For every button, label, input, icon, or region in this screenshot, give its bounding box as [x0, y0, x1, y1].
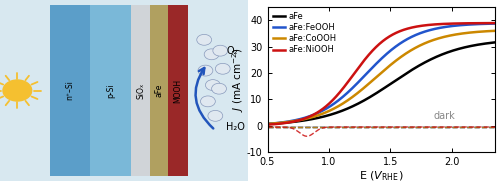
- aFe:CoOOH: [264, 123, 270, 125]
- Bar: [168, 5, 188, 176]
- Circle shape: [198, 65, 213, 76]
- aFe:CoOOH: [437, 37, 443, 39]
- Circle shape: [206, 80, 220, 90]
- Circle shape: [212, 83, 226, 94]
- aFe: [492, 41, 498, 43]
- aFe:NiOOH: [278, 122, 284, 125]
- aFe:FeOOH: [264, 123, 270, 125]
- Text: aFe: aFe: [154, 84, 164, 97]
- Line: aFe:CoOOH: aFe:CoOOH: [268, 31, 495, 124]
- aFe:FeOOH: [492, 22, 498, 25]
- aFe:FeOOH: [460, 24, 466, 26]
- Text: n⁺–Si: n⁺–Si: [66, 81, 74, 100]
- Y-axis label: $J$ (mA cm$^{-2}$): $J$ (mA cm$^{-2}$): [230, 47, 246, 112]
- Bar: [90, 5, 131, 176]
- aFe:CoOOH: [396, 57, 402, 59]
- Text: MOOH: MOOH: [174, 78, 182, 103]
- aFe:CoOOH: [410, 49, 416, 51]
- aFe:NiOOH: [437, 23, 443, 25]
- aFe:CoOOH: [460, 32, 466, 34]
- aFe:FeOOH: [437, 27, 443, 29]
- Text: p-Si: p-Si: [106, 83, 116, 98]
- aFe:FeOOH: [396, 43, 402, 45]
- Circle shape: [200, 96, 216, 107]
- aFe:FeOOH: [410, 35, 416, 38]
- Text: O₂: O₂: [226, 46, 238, 56]
- aFe: [278, 122, 284, 124]
- Circle shape: [204, 49, 219, 60]
- Text: dark: dark: [434, 111, 456, 121]
- aFe:NiOOH: [460, 22, 466, 24]
- Line: aFe: aFe: [268, 42, 495, 124]
- Circle shape: [208, 110, 223, 121]
- Bar: [50, 5, 90, 176]
- Line: aFe:FeOOH: aFe:FeOOH: [268, 24, 495, 124]
- Circle shape: [216, 63, 230, 74]
- aFe: [437, 54, 443, 56]
- aFe:NiOOH: [492, 22, 498, 24]
- Circle shape: [197, 34, 212, 45]
- Circle shape: [213, 45, 228, 56]
- Text: SiOₓ: SiOₓ: [136, 82, 145, 99]
- aFe:CoOOH: [278, 122, 284, 124]
- aFe: [410, 68, 416, 71]
- Text: H₂O: H₂O: [226, 122, 246, 132]
- aFe:CoOOH: [402, 53, 408, 55]
- aFe: [402, 73, 408, 75]
- aFe: [264, 123, 270, 125]
- aFe:NiOOH: [410, 26, 416, 28]
- aFe:FeOOH: [402, 39, 408, 41]
- FancyArrowPatch shape: [196, 68, 214, 129]
- aFe: [460, 47, 466, 49]
- Circle shape: [3, 80, 32, 101]
- Bar: [131, 5, 150, 176]
- aFe:NiOOH: [396, 30, 402, 32]
- aFe:NiOOH: [264, 124, 270, 126]
- aFe:NiOOH: [402, 28, 408, 30]
- Legend: aFe, aFe:FeOOH, aFe:CoOOH, aFe:NiOOH: aFe, aFe:FeOOH, aFe:CoOOH, aFe:NiOOH: [270, 10, 339, 57]
- aFe: [396, 77, 402, 79]
- aFe:CoOOH: [492, 30, 498, 32]
- aFe:FeOOH: [278, 121, 284, 124]
- Bar: [150, 5, 168, 176]
- Line: aFe:NiOOH: aFe:NiOOH: [268, 23, 495, 125]
- X-axis label: E ($V_{\mathrm{RHE}}$): E ($V_{\mathrm{RHE}}$): [359, 170, 404, 181]
